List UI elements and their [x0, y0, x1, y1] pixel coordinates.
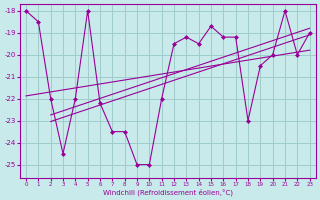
- X-axis label: Windchill (Refroidissement éolien,°C): Windchill (Refroidissement éolien,°C): [103, 188, 233, 196]
